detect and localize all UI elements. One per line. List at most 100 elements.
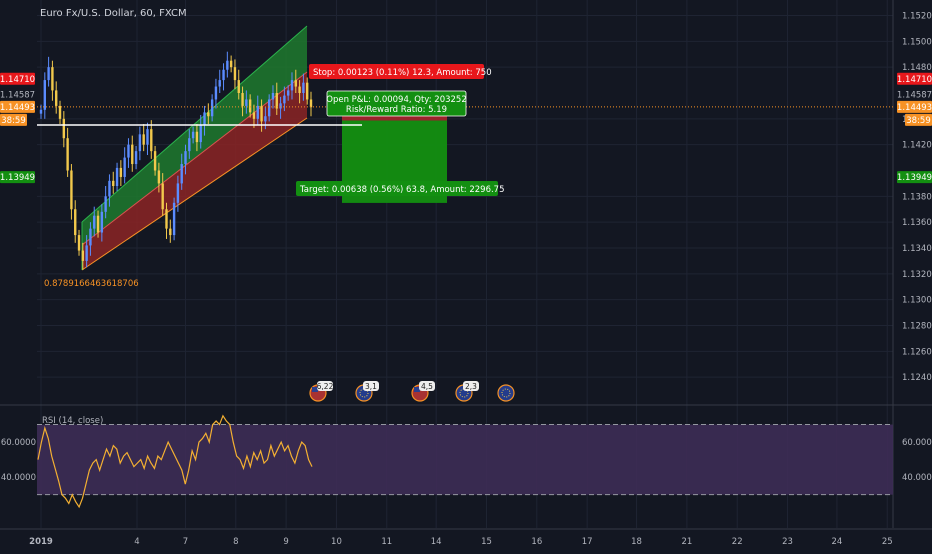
target-price-badge[interactable]: 1.13949 (897, 171, 932, 184)
candle-body[interactable] (207, 112, 210, 117)
left-target-price-badge-box[interactable] (0, 171, 35, 184)
candle-body[interactable] (115, 167, 119, 186)
stop-label[interactable]: Stop: 0.00123 (0.11%) 12.3, Amount: 750 (309, 64, 492, 79)
candle-body[interactable] (226, 60, 229, 70)
candle-body[interactable] (93, 215, 96, 229)
candle-body[interactable] (191, 131, 195, 139)
candle-body[interactable] (51, 67, 54, 91)
countdown-badge[interactable]: 38:59 (905, 113, 932, 126)
target-price-badge-box[interactable] (897, 171, 932, 184)
candle-body[interactable] (112, 180, 115, 186)
event-marker[interactable]: 4,5 (411, 381, 435, 402)
candle-body[interactable] (302, 82, 305, 93)
candle-body[interactable] (188, 138, 191, 152)
rsi-title[interactable]: RSI (14, close) (42, 416, 103, 426)
candle-body[interactable] (260, 105, 263, 122)
candle-body[interactable] (286, 90, 290, 96)
candle-body[interactable] (184, 151, 187, 165)
candle-body[interactable] (214, 86, 218, 100)
left-countdown-badge-box[interactable] (0, 113, 27, 126)
candle-body[interactable] (252, 112, 256, 119)
stop-price-badge[interactable]: 1.14710 (897, 72, 932, 85)
candle-body[interactable] (123, 157, 126, 177)
left-stop-price-badge-box[interactable] (0, 72, 35, 85)
candle-body[interactable] (119, 167, 123, 177)
candle-body[interactable] (267, 99, 271, 117)
candle-body[interactable] (146, 129, 149, 145)
candle-body[interactable] (309, 99, 313, 108)
candle-body[interactable] (55, 90, 58, 106)
candle-body[interactable] (157, 170, 161, 184)
candle-body[interactable] (62, 118, 66, 139)
candle-body[interactable] (275, 93, 278, 109)
stop-price-badge-box[interactable] (897, 72, 932, 85)
event-marker[interactable]: 3,1 (355, 381, 379, 402)
candle-body[interactable] (100, 211, 104, 233)
candle-body[interactable] (237, 80, 240, 93)
candle-body[interactable] (169, 228, 172, 236)
candle-body[interactable] (70, 170, 73, 210)
candle-body[interactable] (245, 99, 248, 106)
candle-body[interactable] (229, 60, 233, 68)
target-label-box[interactable] (296, 181, 498, 196)
candle-body[interactable] (161, 183, 164, 210)
candle-body[interactable] (81, 250, 85, 261)
channel-lower-band[interactable] (82, 72, 307, 270)
regression-channel[interactable] (81, 25, 308, 271)
candle-body[interactable] (203, 112, 206, 126)
candle-body[interactable] (241, 93, 244, 106)
candle-body[interactable] (172, 202, 176, 236)
price-candles[interactable] (39, 51, 313, 270)
left-current-price-badge[interactable]: 1.14493 (0, 100, 35, 113)
candle-body[interactable] (256, 105, 259, 119)
stop-label-box[interactable] (309, 64, 484, 79)
current-price-badge[interactable]: 1.14493 (897, 100, 932, 113)
countdown-badge-box[interactable] (905, 113, 932, 126)
target-label[interactable]: Target: 0.00638 (0.56%) 63.8, Amount: 22… (296, 181, 505, 196)
candle-body[interactable] (233, 67, 237, 81)
candle-body[interactable] (248, 99, 252, 113)
candle-body[interactable] (195, 131, 199, 143)
candle-body[interactable] (47, 67, 50, 81)
left-entry-price-badge[interactable]: 1.14587 (0, 88, 35, 101)
event-marker[interactable]: 2,3 (455, 381, 479, 402)
candle-body[interactable] (222, 69, 225, 81)
candle-body[interactable] (134, 151, 138, 165)
current-price-badge-box[interactable] (897, 100, 932, 113)
left-entry-price-badge-box[interactable] (0, 88, 35, 101)
symbol-title[interactable]: Euro Fx/U.S. Dollar, 60, FXCM (40, 8, 187, 19)
entry-price-badge[interactable]: 1.14587 (897, 88, 932, 101)
eu-flag-icon[interactable] (497, 384, 515, 402)
candle-body[interactable] (108, 180, 111, 197)
candle-body[interactable] (199, 125, 202, 143)
left-target-price-badge[interactable]: 1.13949 (0, 171, 35, 184)
candle-body[interactable] (96, 215, 100, 233)
rsi-line[interactable] (37, 414, 313, 509)
candle-body[interactable] (305, 82, 309, 100)
candle-body[interactable] (210, 99, 214, 117)
candle-body[interactable] (127, 144, 130, 158)
event-marker[interactable] (497, 384, 515, 402)
candle-body[interactable] (104, 196, 107, 212)
candle-body[interactable] (298, 86, 301, 93)
pnl-label[interactable]: Open P&L: 0.00094, Qty: 203252Risk/Rewar… (326, 90, 467, 117)
candle-body[interactable] (264, 116, 267, 122)
pnl-label-box[interactable] (326, 90, 467, 117)
candle-body[interactable] (290, 80, 294, 91)
candle-body[interactable] (89, 228, 92, 246)
candle-body[interactable] (153, 151, 157, 171)
candle-body[interactable] (43, 80, 47, 110)
channel-upper-band[interactable] (82, 26, 307, 245)
entry-price-badge-box[interactable] (897, 88, 932, 101)
event-marker[interactable]: 6,22 (309, 381, 334, 402)
candle-body[interactable] (294, 80, 297, 87)
candle-body[interactable] (279, 103, 282, 109)
channel-upper-line[interactable] (81, 25, 308, 223)
candle-body[interactable] (66, 138, 69, 171)
candle-body[interactable] (176, 183, 180, 203)
candle-body[interactable] (142, 134, 145, 145)
channel-lower-line[interactable] (81, 117, 308, 271)
left-countdown-badge[interactable]: 38:59 (0, 113, 27, 126)
